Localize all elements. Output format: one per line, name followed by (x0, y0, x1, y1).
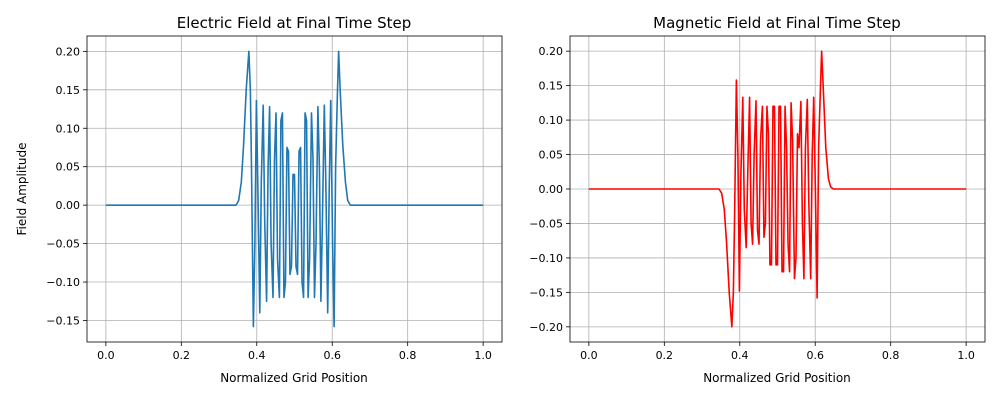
magnetic-field-x-tick-label: 0.0 (580, 349, 598, 362)
magnetic-field-y-tick-label: 0.05 (539, 149, 564, 162)
magnetic-field-y-tick-label: −0.15 (529, 286, 563, 299)
electric-field-x-tick-label: 0.0 (97, 349, 115, 362)
electric-field-x-tick-label: 1.0 (474, 349, 492, 362)
electric-field-x-tick-label: 0.6 (323, 349, 341, 362)
electric-field-plot-area (105, 50, 484, 328)
magnetic-field-x-tick-label: 0.4 (731, 349, 749, 362)
magnetic-field-x-axis-label: Normalized Grid Position (703, 371, 851, 385)
magnetic-field-y-ticks: −0.20 −0.15 −0.10 −0.05 0.00 0.05 0.10 0.15 0.20 (529, 45, 570, 334)
electric-field-y-tick-label: 0.10 (56, 122, 81, 135)
magnetic-field-y-tick-label: −0.10 (529, 252, 563, 265)
electric-field-y-tick-label: 0.20 (56, 45, 81, 58)
electric-field-axes-frame (86, 35, 503, 343)
magnetic-field-y-tick-label: −0.05 (529, 217, 563, 230)
electric-field-y-tick-label: −0.05 (46, 238, 80, 251)
magnetic-field-y-tick-label: −0.20 (529, 321, 563, 334)
magnetic-field-y-tick-label: 0.00 (539, 183, 564, 196)
electric-field-x-axis-label: Normalized Grid Position (220, 371, 368, 385)
magnetic-field-y-tick-label: 0.15 (539, 80, 564, 93)
electric-field-y-tick-label: −0.10 (46, 276, 80, 289)
electric-field-x-ticks: 0.0 0.2 0.4 0.6 0.8 1.0 (97, 342, 492, 362)
magnetic-field-y-tick-label: 0.20 (539, 45, 564, 58)
magnetic-field-x-ticks: 0.0 0.2 0.4 0.6 0.8 1.0 (580, 342, 975, 362)
magnetic-field-series-line (588, 50, 967, 328)
electric-field-y-axis-label: Field Amplitude (15, 142, 29, 235)
electric-field-x-tick-label: 0.8 (399, 349, 417, 362)
electric-field-series-line (105, 50, 484, 328)
magnetic-field-title: Magnetic Field at Final Time Step (653, 14, 901, 32)
electric-field-y-tick-label: 0.05 (56, 161, 81, 174)
magnetic-field-y-tick-label: 0.10 (539, 114, 564, 127)
electric-field-y-tick-label: 0.15 (56, 84, 81, 97)
magnetic-field-plot-area (588, 50, 967, 328)
magnetic-field-x-tick-label: 0.6 (806, 349, 824, 362)
magnetic-field-panel: Magnetic Field at Final Time Step 0.0 0.2… (529, 14, 986, 385)
electric-field-panel: Electric Field at Final Time Step 0.0 0.2… (15, 14, 503, 385)
magnetic-field-x-tick-label: 0.2 (656, 349, 674, 362)
electric-field-title: Electric Field at Final Time Step (177, 14, 412, 32)
magnetic-field-x-tick-label: 1.0 (957, 349, 975, 362)
magnetic-field-x-tick-label: 0.8 (882, 349, 900, 362)
electric-field-y-ticks: −0.15 −0.10 −0.05 0.00 0.05 0.10 0.15 0.20 (46, 45, 87, 327)
electric-field-x-tick-label: 0.4 (248, 349, 266, 362)
electric-field-y-tick-label: 0.00 (56, 199, 81, 212)
electric-field-y-tick-label: −0.15 (46, 314, 80, 327)
electric-field-x-tick-label: 0.2 (173, 349, 191, 362)
